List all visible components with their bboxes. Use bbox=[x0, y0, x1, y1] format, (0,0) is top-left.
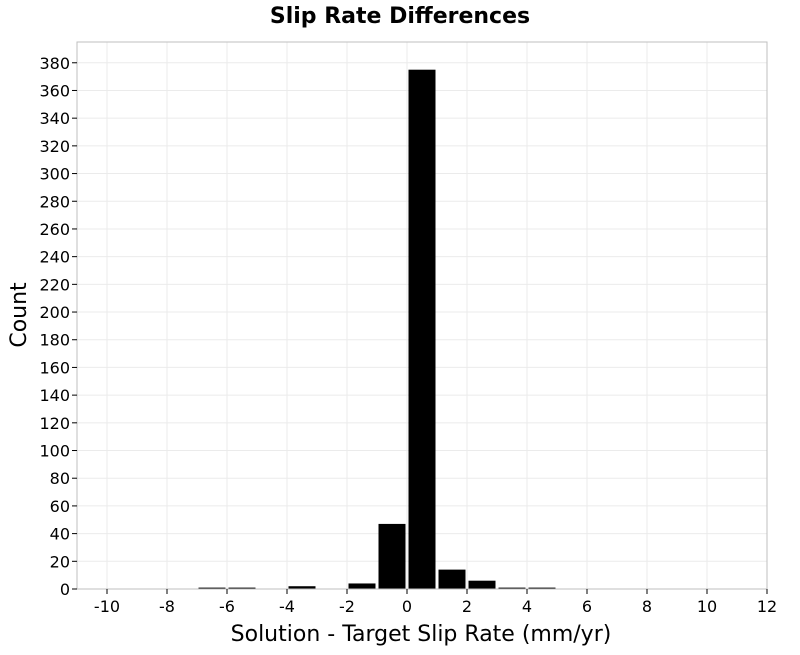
y-tick-label: 80 bbox=[50, 469, 70, 488]
y-tick-label: 0 bbox=[60, 580, 70, 599]
histogram-bar bbox=[528, 587, 556, 589]
histogram-bar bbox=[408, 69, 436, 589]
x-tick-label: -10 bbox=[94, 597, 120, 616]
y-tick-label: 180 bbox=[39, 331, 70, 350]
y-tick-label: 200 bbox=[39, 303, 70, 322]
y-tick-label: 240 bbox=[39, 248, 70, 267]
y-tick-label: 100 bbox=[39, 442, 70, 461]
y-tick-label: 340 bbox=[39, 109, 70, 128]
y-tick-label: 320 bbox=[39, 137, 70, 156]
histogram-bar bbox=[228, 587, 256, 589]
y-tick-label: 40 bbox=[50, 525, 70, 544]
x-axis: -10 -8 -6 -4 -2 0 2 4 6 8 10 12 bbox=[94, 589, 777, 616]
y-tick-label: 20 bbox=[50, 552, 70, 571]
y-tick-label: 60 bbox=[50, 497, 70, 516]
x-tick-label: -6 bbox=[219, 597, 235, 616]
plot-frame bbox=[76, 41, 768, 590]
chart-title: Slip Rate Differences bbox=[270, 4, 530, 29]
histogram-bar bbox=[198, 587, 226, 589]
x-tick-label: -8 bbox=[159, 597, 175, 616]
x-tick-label: 6 bbox=[582, 597, 592, 616]
x-tick-label: -4 bbox=[279, 597, 295, 616]
x-axis-label: Solution - Target Slip Rate (mm/yr) bbox=[231, 622, 612, 647]
histogram-bar bbox=[288, 586, 316, 589]
y-axis-label: Count bbox=[7, 282, 32, 348]
bars bbox=[198, 69, 556, 589]
y-axis: 0 20 40 60 80 100 120 140 160 180 200 220 240 260 280 3… bbox=[39, 54, 77, 599]
y-tick-label: 140 bbox=[39, 386, 70, 405]
y-tick-label: 280 bbox=[39, 192, 70, 211]
y-tick-label: 160 bbox=[39, 358, 70, 377]
y-tick-label: 360 bbox=[39, 81, 70, 100]
x-tick-label: 2 bbox=[462, 597, 472, 616]
histogram-bar bbox=[378, 523, 406, 589]
x-tick-label: 0 bbox=[402, 597, 412, 616]
histogram-bar bbox=[348, 583, 376, 589]
y-tick-label: 380 bbox=[39, 54, 70, 73]
x-tick-label: 8 bbox=[642, 597, 652, 616]
x-tick-label: 4 bbox=[522, 597, 532, 616]
x-tick-label: -2 bbox=[339, 597, 355, 616]
y-tick-label: 300 bbox=[39, 165, 70, 184]
y-tick-label: 220 bbox=[39, 275, 70, 294]
y-tick-label: 260 bbox=[39, 220, 70, 239]
x-tick-label: 10 bbox=[697, 597, 717, 616]
histogram-bar bbox=[468, 580, 496, 589]
histogram-bar bbox=[438, 569, 466, 589]
y-tick-label: 120 bbox=[39, 414, 70, 433]
x-tick-label: 12 bbox=[757, 597, 777, 616]
histogram-bar bbox=[498, 587, 526, 589]
